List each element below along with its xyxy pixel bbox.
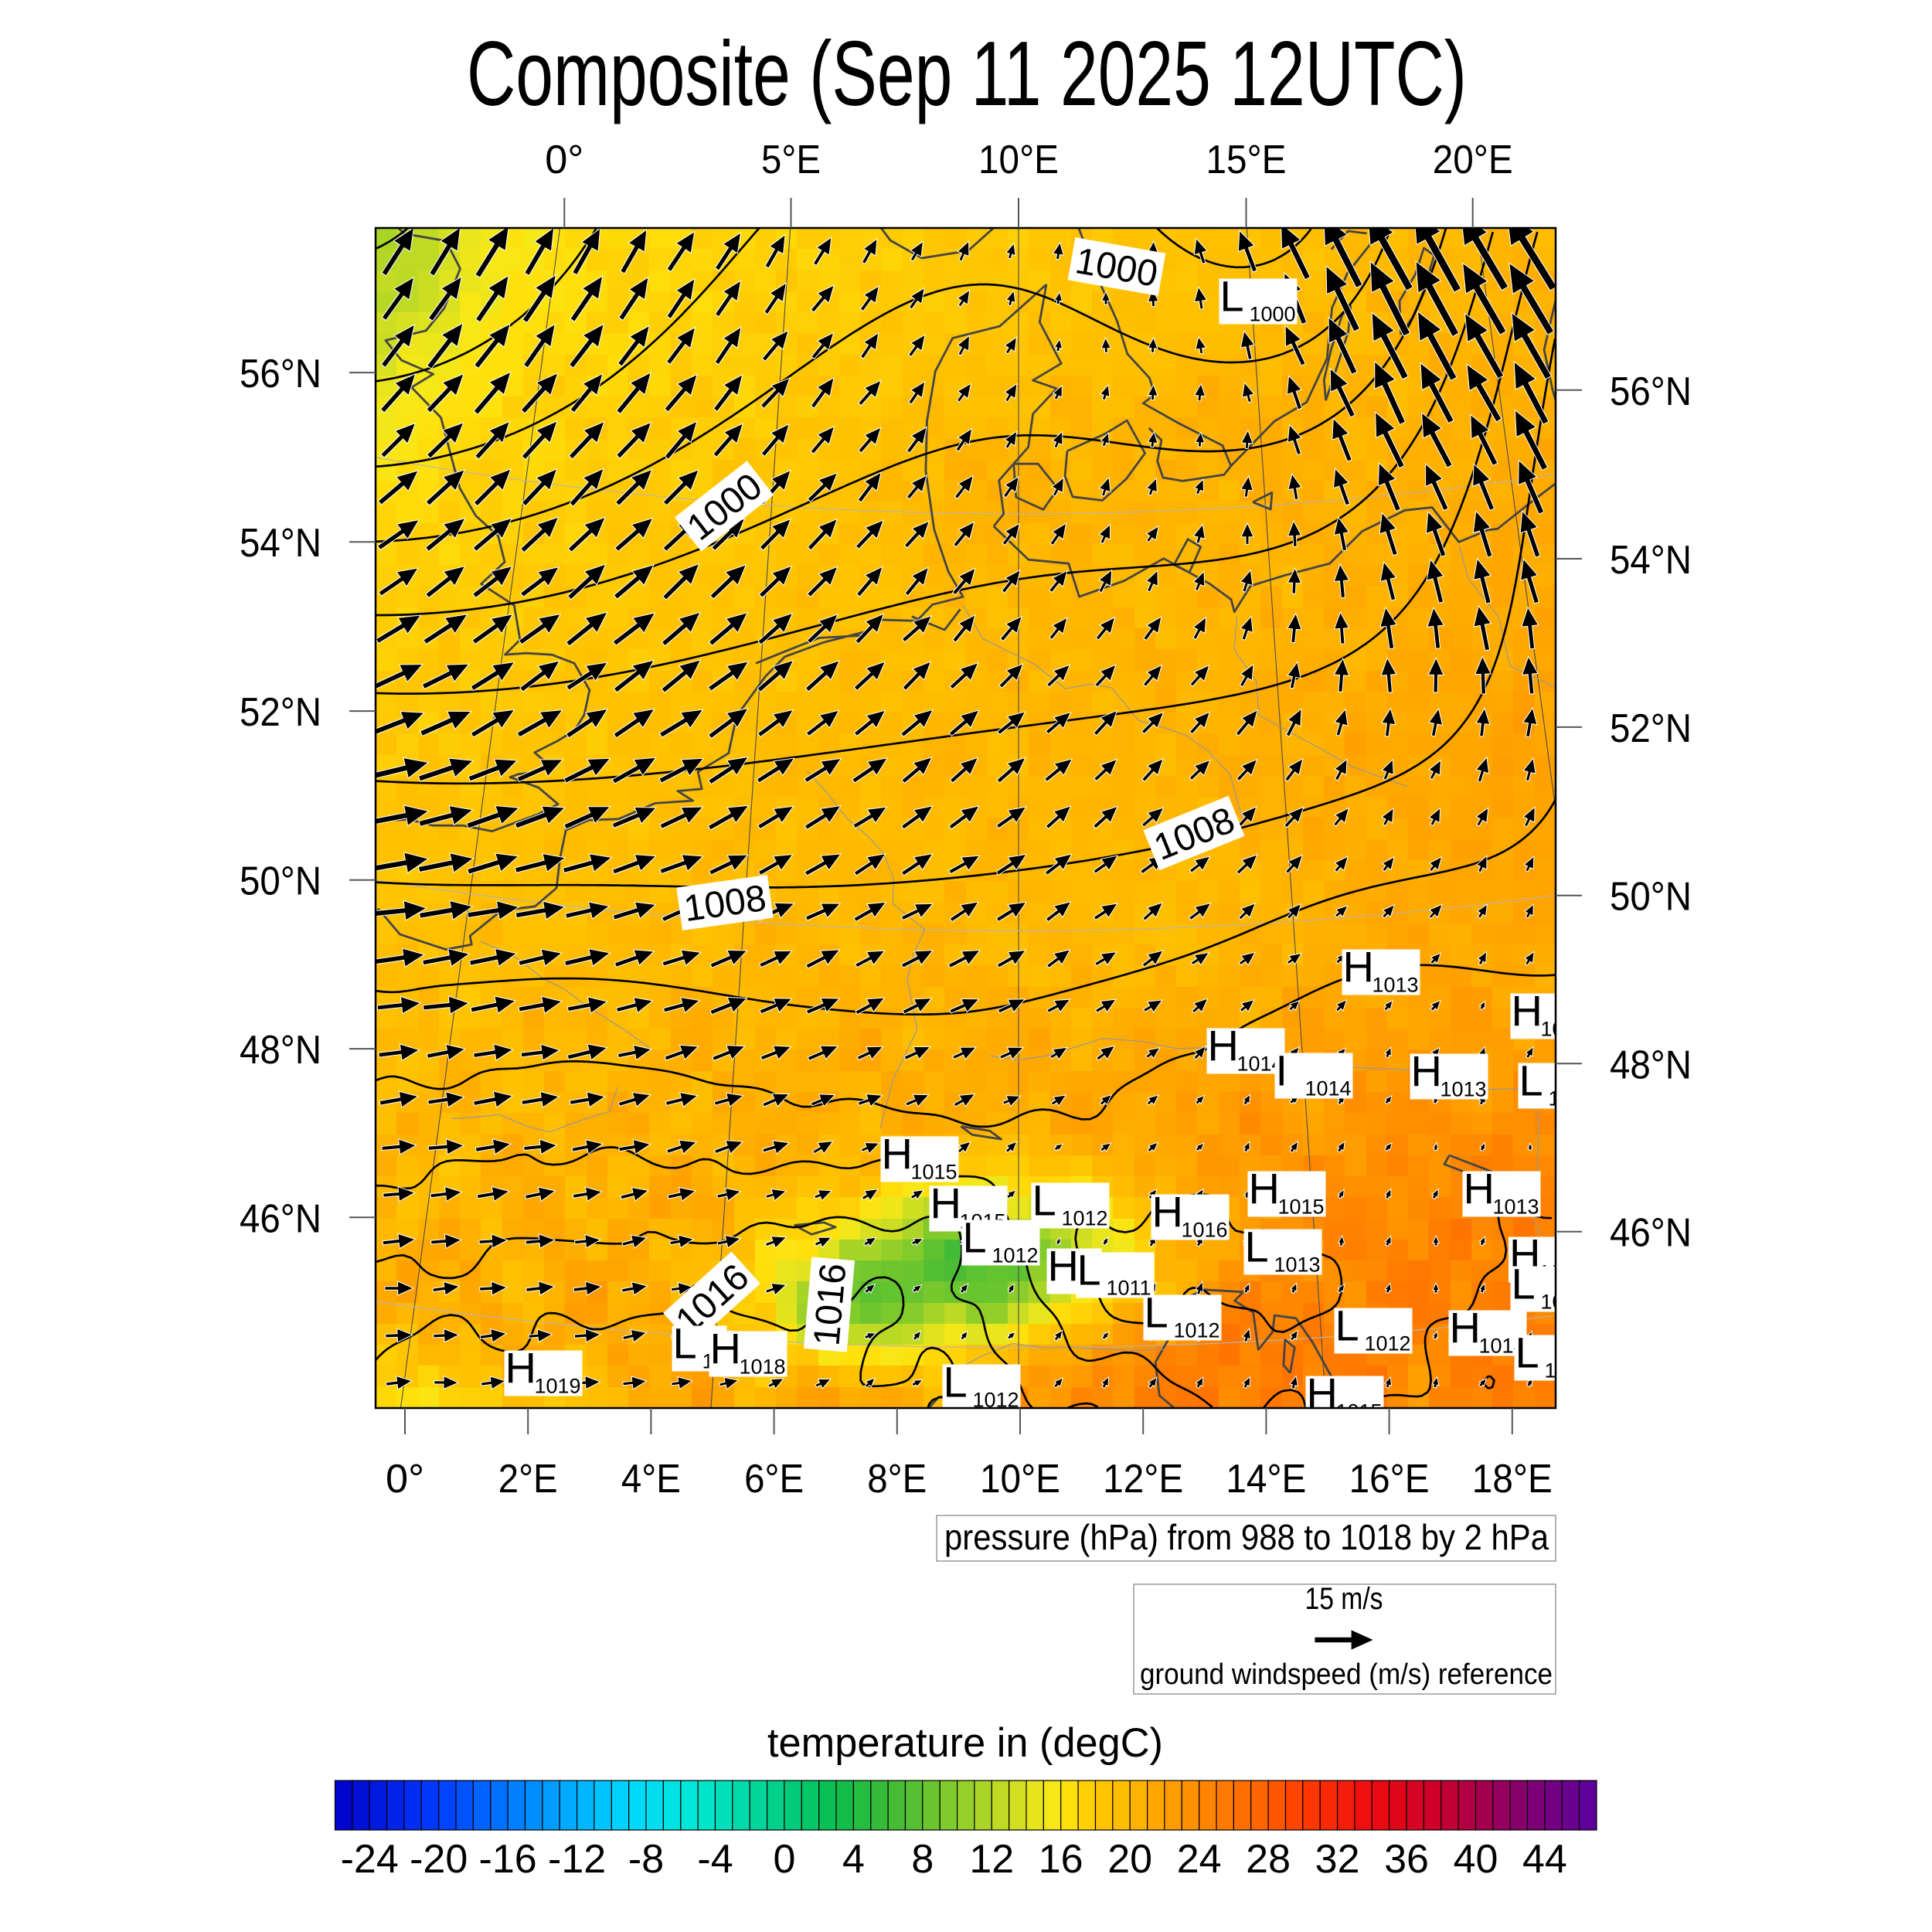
svg-text:50°N: 50°N xyxy=(240,859,321,904)
svg-text:16°E: 16°E xyxy=(1349,1457,1430,1502)
svg-text:L: L xyxy=(1145,1288,1168,1337)
svg-text:24: 24 xyxy=(1177,1837,1222,1882)
svg-text:L: L xyxy=(1077,1246,1101,1294)
svg-text:6°E: 6°E xyxy=(744,1457,804,1502)
svg-text:15 m/s: 15 m/s xyxy=(1305,1582,1383,1616)
svg-text:L: L xyxy=(1220,272,1244,321)
svg-text:32: 32 xyxy=(1315,1837,1360,1882)
svg-text:46°N: 46°N xyxy=(240,1196,321,1241)
svg-text:1012: 1012 xyxy=(1545,1359,1591,1383)
svg-text:-12: -12 xyxy=(548,1837,606,1882)
svg-text:52°N: 52°N xyxy=(240,690,321,735)
svg-text:0°: 0° xyxy=(545,138,583,182)
svg-text:1000: 1000 xyxy=(1250,303,1296,326)
svg-text:L: L xyxy=(673,1319,697,1368)
svg-text:54°N: 54°N xyxy=(240,521,321,566)
svg-text:0°: 0° xyxy=(386,1457,424,1502)
svg-text:H: H xyxy=(1208,1022,1239,1070)
svg-text:15°E: 15°E xyxy=(1206,138,1287,182)
svg-text:46°N: 46°N xyxy=(1610,1211,1692,1256)
svg-text:10: 10 xyxy=(1541,1018,1564,1041)
svg-text:-16: -16 xyxy=(479,1837,537,1882)
svg-text:H: H xyxy=(1249,1165,1280,1213)
svg-text:1016: 1016 xyxy=(1182,1219,1228,1242)
svg-text:1015: 1015 xyxy=(1336,1400,1383,1423)
svg-text:-20: -20 xyxy=(410,1837,468,1882)
svg-text:H: H xyxy=(1450,1304,1481,1352)
svg-text:56°N: 56°N xyxy=(240,352,321,396)
svg-text:54°N: 54°N xyxy=(1610,538,1692,583)
svg-text:16: 16 xyxy=(1039,1837,1083,1882)
svg-text:40: 40 xyxy=(1454,1837,1498,1882)
svg-text:14°E: 14°E xyxy=(1226,1457,1306,1502)
svg-text:1019: 1019 xyxy=(535,1375,581,1398)
svg-text:H: H xyxy=(1512,987,1543,1036)
svg-text:1015: 1015 xyxy=(911,1161,957,1184)
svg-text:50°N: 50°N xyxy=(1610,875,1692,920)
svg-text:1013: 1013 xyxy=(1493,1196,1539,1219)
svg-text:1016: 1016 xyxy=(806,1262,854,1348)
svg-text:L: L xyxy=(1245,1223,1269,1271)
svg-text:1014: 1014 xyxy=(1305,1077,1352,1100)
svg-text:5°E: 5°E xyxy=(761,138,821,182)
svg-text:1015: 1015 xyxy=(1278,1196,1325,1219)
svg-text:L: L xyxy=(944,1358,968,1406)
svg-text:48°N: 48°N xyxy=(1610,1043,1692,1087)
svg-text:H: H xyxy=(1343,943,1374,992)
svg-text:1012: 1012 xyxy=(1365,1332,1411,1355)
svg-text:L: L xyxy=(1515,1328,1539,1377)
svg-text:H: H xyxy=(930,1179,961,1228)
svg-text:4°E: 4°E xyxy=(621,1457,681,1502)
svg-text:L: L xyxy=(1032,1176,1056,1225)
svg-text:H: H xyxy=(710,1325,741,1373)
svg-text:-8: -8 xyxy=(628,1837,664,1882)
svg-text:H: H xyxy=(505,1344,536,1393)
svg-text:1012: 1012 xyxy=(1174,1319,1220,1342)
svg-text:8°E: 8°E xyxy=(867,1457,927,1502)
svg-text:H: H xyxy=(1152,1188,1183,1236)
svg-text:-24: -24 xyxy=(341,1837,399,1882)
svg-text:L: L xyxy=(1335,1301,1359,1350)
svg-text:Composite (Sep 11 2025 12UTC): Composite (Sep 11 2025 12UTC) xyxy=(467,22,1467,125)
svg-text:1012: 1012 xyxy=(1541,1291,1587,1314)
svg-text:1018: 1018 xyxy=(740,1355,786,1379)
svg-text:H: H xyxy=(1307,1369,1338,1418)
svg-text:10°E: 10°E xyxy=(980,1457,1060,1502)
svg-text:28: 28 xyxy=(1246,1837,1291,1882)
svg-text:20°E: 20°E xyxy=(1433,138,1513,182)
svg-text:52°N: 52°N xyxy=(1610,706,1692,751)
svg-text:0: 0 xyxy=(773,1837,795,1882)
svg-text:1012: 1012 xyxy=(992,1244,1039,1267)
svg-text:pressure (hPa) from 988 to 101: pressure (hPa) from 988 to 1018 by 2 hPa xyxy=(944,1517,1549,1557)
svg-text:12: 12 xyxy=(969,1837,1014,1882)
svg-text:10: 10 xyxy=(1549,1087,1572,1111)
svg-text:H: H xyxy=(882,1130,913,1179)
svg-text:L: L xyxy=(963,1213,987,1262)
svg-text:L: L xyxy=(1512,1260,1536,1308)
svg-text:H: H xyxy=(1048,1242,1079,1291)
svg-text:20: 20 xyxy=(1107,1837,1152,1882)
svg-text:18°E: 18°E xyxy=(1472,1457,1553,1502)
svg-text:L: L xyxy=(1519,1056,1543,1105)
svg-text:10°E: 10°E xyxy=(978,138,1059,182)
svg-text:I: I xyxy=(1276,1046,1288,1095)
svg-text:1013: 1013 xyxy=(1274,1253,1321,1277)
svg-text:H: H xyxy=(1464,1165,1495,1213)
svg-text:8: 8 xyxy=(911,1837,934,1882)
svg-text:H: H xyxy=(1411,1047,1442,1096)
svg-text:44: 44 xyxy=(1522,1837,1567,1882)
svg-text:1012: 1012 xyxy=(973,1389,1019,1412)
svg-text:2°E: 2°E xyxy=(498,1457,558,1502)
svg-text:48°N: 48°N xyxy=(240,1028,321,1073)
svg-text:-4: -4 xyxy=(697,1837,733,1882)
svg-text:1012: 1012 xyxy=(1062,1207,1108,1230)
svg-text:temperature in (degC): temperature in (degC) xyxy=(767,1720,1163,1766)
svg-text:1013: 1013 xyxy=(1372,974,1419,997)
svg-text:1013: 1013 xyxy=(1440,1078,1487,1101)
svg-text:4: 4 xyxy=(842,1837,865,1882)
svg-text:12°E: 12°E xyxy=(1103,1457,1183,1502)
svg-text:56°N: 56°N xyxy=(1610,369,1692,414)
svg-text:ground windspeed (m/s) referen: ground windspeed (m/s) reference xyxy=(1140,1658,1553,1691)
svg-text:36: 36 xyxy=(1384,1837,1429,1882)
